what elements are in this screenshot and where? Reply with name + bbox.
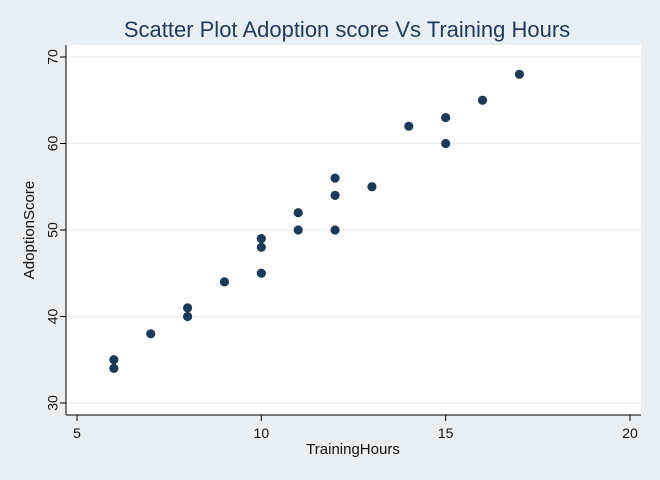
x-tick-label-10: 10 xyxy=(254,425,270,441)
data-point-13 xyxy=(330,225,340,235)
y-tick-label-60: 60 xyxy=(45,136,61,152)
axes xyxy=(60,45,641,421)
data-point-15 xyxy=(404,121,414,131)
y-tick-label-30: 30 xyxy=(45,395,61,411)
x-tick-label-15: 15 xyxy=(438,425,454,441)
x-tick-label-20: 20 xyxy=(622,425,638,441)
data-point-4 xyxy=(183,311,193,322)
data-point-9 xyxy=(293,208,303,218)
data-point-16 xyxy=(441,112,451,123)
data-point-6 xyxy=(256,234,266,244)
data-point-17 xyxy=(441,138,451,149)
y-tick-label-40: 40 xyxy=(45,309,61,325)
data-point-3 xyxy=(183,303,193,313)
data-point-11 xyxy=(330,173,340,183)
y-tick-label-50: 50 xyxy=(45,222,61,238)
y-axis-label: AdoptionScore xyxy=(21,181,38,279)
chart-title: Scatter Plot Adoption score Vs Training … xyxy=(124,17,570,42)
tick-labels: 30 40 50 60 70 5 10 15 20 xyxy=(45,49,638,441)
data-point-8 xyxy=(256,268,266,278)
y-tick-label-70: 70 xyxy=(45,49,61,65)
data-point-18 xyxy=(477,95,488,105)
x-tick-label-5: 5 xyxy=(73,425,81,441)
data-point-0 xyxy=(109,355,119,365)
data-point-10 xyxy=(293,225,303,235)
data-point-7 xyxy=(256,242,266,252)
grid-lines xyxy=(66,56,641,404)
data-point-5 xyxy=(219,277,230,287)
data-points xyxy=(109,69,525,373)
data-point-14 xyxy=(367,182,377,192)
data-point-2 xyxy=(146,329,156,339)
data-point-19 xyxy=(514,69,525,79)
data-point-12 xyxy=(330,190,340,200)
data-point-1 xyxy=(109,363,119,373)
x-axis-label: TrainingHours xyxy=(306,441,400,458)
